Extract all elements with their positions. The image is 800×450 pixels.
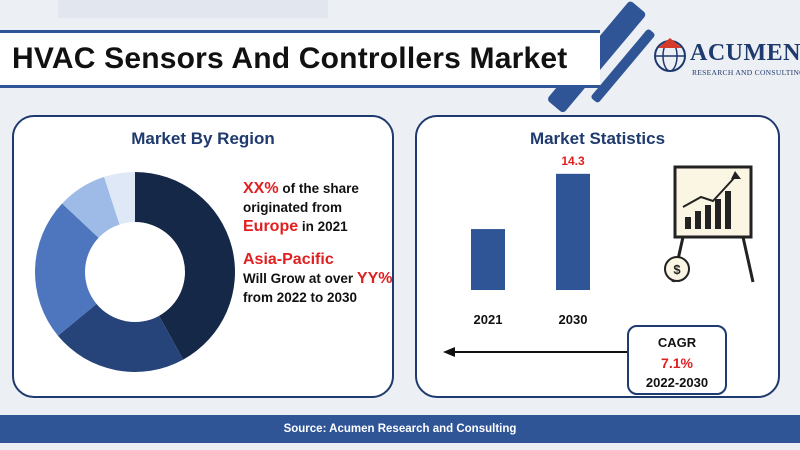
logo-tagline: RESEARCH AND CONSULTING [692,68,800,77]
market-statistics-panel: 2021 2030 14.3 Market Statistics $ CAGR 7.… [415,115,780,398]
asia-growth-period: from 2022 to 2030 [243,290,358,305]
svg-text:$: $ [673,262,681,277]
growth-chart-easel-icon: $ [664,165,755,283]
tick-label-2030: 2030 [559,312,588,327]
cagr-label: CAGR [657,335,697,350]
bar-2021 [471,229,505,290]
stats-panel-title: Market Statistics [529,129,666,148]
europe-share-text: of the share originated from [243,181,359,215]
source-footer: Source: Acumen Research and Consulting [0,415,800,443]
asia-growth-text: Will Grow at over [243,271,357,286]
cagr-period: 2022-2030 [645,375,709,390]
logo-name: ACUMEN [690,40,800,66]
region-summary: XX% of the share originated from Europe … [243,179,393,321]
acumen-logo: ACUMEN RESEARCH AND CONSULTING [652,36,800,82]
donut-slice-5 [104,172,135,225]
donut-slice-2 [57,303,184,372]
bar-2030 [556,173,590,290]
donut-slice-1 [135,172,236,360]
globe-icon [654,38,686,72]
region-panel-title: Market By Region [131,129,275,148]
donut-slice-3 [34,203,99,336]
europe-label: Europe [243,218,299,235]
region-donut-chart [34,172,236,372]
europe-share-value: XX% [243,180,279,197]
tick-label-2021: 2021 [474,312,503,327]
market-size-bar-chart: 2021 2030 14.3 [471,154,590,327]
donut-slice-4 [62,176,120,238]
market-by-region-panel: Market By Region XX% of the share origin… [12,115,394,398]
europe-year: in 2021 [298,219,348,234]
cagr-box: CAGR 7.1% 2022-2030 [627,325,727,395]
asia-pacific-label: Asia-Pacific [243,251,334,268]
cagr-arrow [443,347,631,357]
asia-growth-value: YY% [356,270,393,287]
data-label-2030: 14.3 [561,154,585,168]
cagr-value: 7.1% [661,355,693,371]
title-bar: HVAC Sensors And Controllers Market [0,30,600,88]
page-title: HVAC Sensors And Controllers Market [12,42,568,75]
